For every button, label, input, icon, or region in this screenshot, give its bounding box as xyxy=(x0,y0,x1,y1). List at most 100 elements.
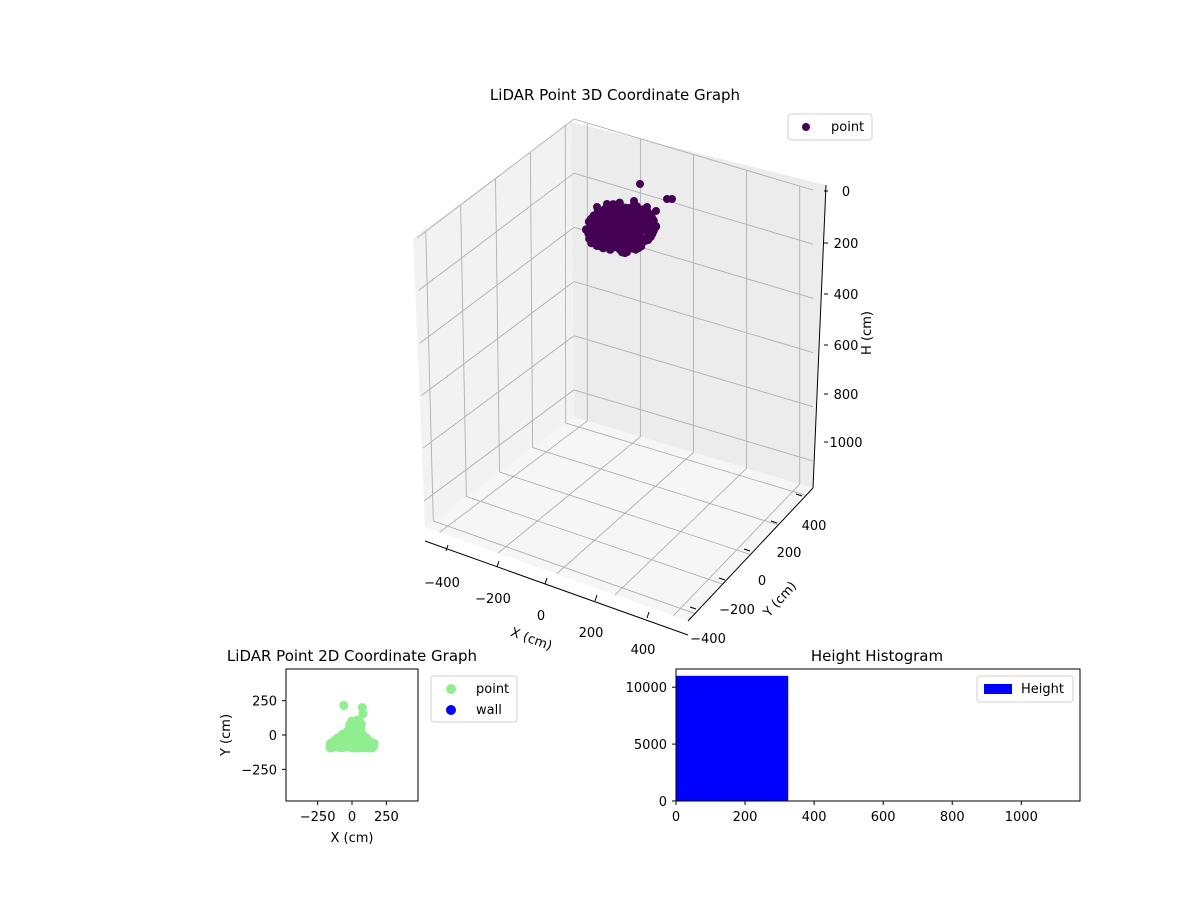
chart-2d-point xyxy=(359,742,369,752)
histogram-x-tick-label: 600 xyxy=(871,810,896,825)
chart-2d-point xyxy=(327,742,337,752)
chart-3d-gridline-floor-y xyxy=(499,471,751,555)
histogram-legend-swatch xyxy=(984,684,1012,694)
chart-2d-legend-label-point: point xyxy=(476,682,509,697)
chart-3d-gridline-floor-y xyxy=(532,447,779,526)
chart-3d-gridline-back-z xyxy=(573,172,814,245)
chart-2d-y-tick-label: −250 xyxy=(241,763,277,778)
chart-3d-y-tick-label: −400 xyxy=(690,632,726,647)
chart-3d-z-tick-label: 600 xyxy=(834,339,859,354)
chart-2d-legend-marker-wall xyxy=(446,705,456,715)
chart-3d-gridline-left-y xyxy=(460,204,467,497)
chart-3d-point xyxy=(641,234,650,243)
chart-3d-y-axis-line xyxy=(687,487,814,622)
chart-3d-y-tick-mark xyxy=(795,493,803,497)
histogram-x-tick-label: 0 xyxy=(672,810,680,825)
chart-3d-gridline-floor-y xyxy=(466,496,723,585)
chart-3d-x-tick-mark xyxy=(544,577,548,585)
histogram-legend: Height xyxy=(976,675,1074,703)
chart-3d-point xyxy=(636,180,644,188)
chart-2d: LiDAR Point 2D Coordinate Graph −250 0 250… xyxy=(219,647,518,846)
chart-2d-x-label: X (cm) xyxy=(331,831,374,846)
chart-3d-x-tick-mark xyxy=(496,560,500,568)
chart-3d-gridline-left-z xyxy=(416,118,575,239)
chart-3d-point xyxy=(634,243,643,253)
chart-3d-gridline-back-z xyxy=(573,389,814,462)
chart-3d-x-tick-label: −400 xyxy=(424,576,460,591)
chart-3d-point xyxy=(639,222,648,231)
chart-3d-gridline-back-z xyxy=(573,281,814,353)
histogram-title: Height Histogram xyxy=(811,647,943,665)
chart-3d-gridline-left-y xyxy=(495,178,500,473)
chart-3d-point xyxy=(628,207,637,216)
chart-3d-z-tick-label: 200 xyxy=(834,237,859,252)
chart-3d-point xyxy=(626,230,636,240)
chart-3d-gridline-back-z xyxy=(573,118,814,191)
chart-3d-x-tick-mark xyxy=(445,544,449,552)
chart-3d-y-tick-label: 0 xyxy=(758,574,766,589)
chart-3d-point xyxy=(605,226,615,236)
chart-2d-point xyxy=(367,740,377,750)
chart-3d-point xyxy=(592,225,601,235)
chart-3d-gridline-left-z xyxy=(418,172,575,291)
chart-3d-point xyxy=(593,203,601,211)
chart-3d-z-tick-label: 1000 xyxy=(829,436,862,451)
chart-3d-point xyxy=(592,218,601,227)
chart-3d-series-point xyxy=(582,180,676,258)
chart-3d-point xyxy=(630,197,638,205)
chart-3d-legend-label: point xyxy=(831,120,864,135)
chart-3d-gridline-floor-y xyxy=(433,520,696,615)
chart-3d: LiDAR Point 3D Coordinate Graph −400 −200… xyxy=(413,86,875,658)
chart-3d-point xyxy=(602,209,611,219)
chart-3d-legend-marker xyxy=(802,123,810,131)
chart-3d-point xyxy=(603,200,611,208)
chart-3d-gridline-left-y xyxy=(529,152,534,448)
chart-3d-gridline-back-z xyxy=(573,335,814,408)
chart-3d-x-tick-label: 200 xyxy=(579,626,604,641)
chart-3d-x-tick-label: −200 xyxy=(475,592,511,607)
chart-3d-point xyxy=(596,237,605,247)
histogram-legend-label: Height xyxy=(1021,682,1064,697)
histogram-y-tick-label: 5000 xyxy=(634,738,667,753)
chart-3d-gridlines xyxy=(416,118,814,617)
chart-2d-point xyxy=(344,725,354,735)
histogram-x-tick-label: 800 xyxy=(940,810,965,825)
chart-3d-z-tick-label: 800 xyxy=(834,388,859,403)
chart-3d-x-tick-label: 0 xyxy=(537,609,545,624)
chart-2d-x-tick-label: −250 xyxy=(300,810,336,825)
chart-3d-x-label: X (cm) xyxy=(508,625,554,654)
chart-3d-point xyxy=(609,220,618,229)
histogram-bars xyxy=(676,675,789,801)
chart-3d-y-tick-mark xyxy=(718,577,726,581)
chart-3d-point xyxy=(615,245,625,254)
chart-3d-x-axis-line xyxy=(424,540,689,636)
chart-2d-legend-marker-point xyxy=(446,684,456,694)
chart-3d-point xyxy=(631,214,640,224)
chart-3d-point xyxy=(584,229,593,238)
histogram-x-tick-label: 1000 xyxy=(1005,810,1038,825)
chart-3d-x-tick-mark xyxy=(646,611,650,619)
chart-histogram: Height Histogram 0 200 400 600 800 1000050001… xyxy=(626,647,1081,825)
chart-3d-legend: point xyxy=(787,113,873,141)
chart-2d-point xyxy=(339,700,349,710)
chart-2d-y-tick-label: 250 xyxy=(252,695,277,710)
chart-3d-point xyxy=(622,247,632,257)
chart-3d-point xyxy=(612,235,621,244)
chart-2d-x-tick-label: 0 xyxy=(348,810,356,825)
histogram-legend-box xyxy=(976,675,1074,703)
histogram-x-tick-label: 400 xyxy=(802,810,827,825)
chart-3d-gridline-floor-y xyxy=(565,422,807,496)
chart-2d-ticks: −250 0 250 250 0 −250 xyxy=(241,695,399,825)
chart-3d-x-tick-label: 400 xyxy=(631,643,656,658)
chart-3d-point xyxy=(616,204,625,213)
histogram-x-tick-label: 200 xyxy=(733,810,758,825)
chart-3d-gridline-left-z xyxy=(421,281,575,396)
chart-2d-series-point xyxy=(325,700,379,753)
chart-3d-gridline-left-z xyxy=(424,389,575,502)
chart-3d-point xyxy=(619,219,628,228)
chart-3d-z-axis-line xyxy=(812,184,827,489)
chart-3d-y-tick-mark xyxy=(770,520,778,524)
chart-3d-z-tick-label: 400 xyxy=(834,288,859,303)
